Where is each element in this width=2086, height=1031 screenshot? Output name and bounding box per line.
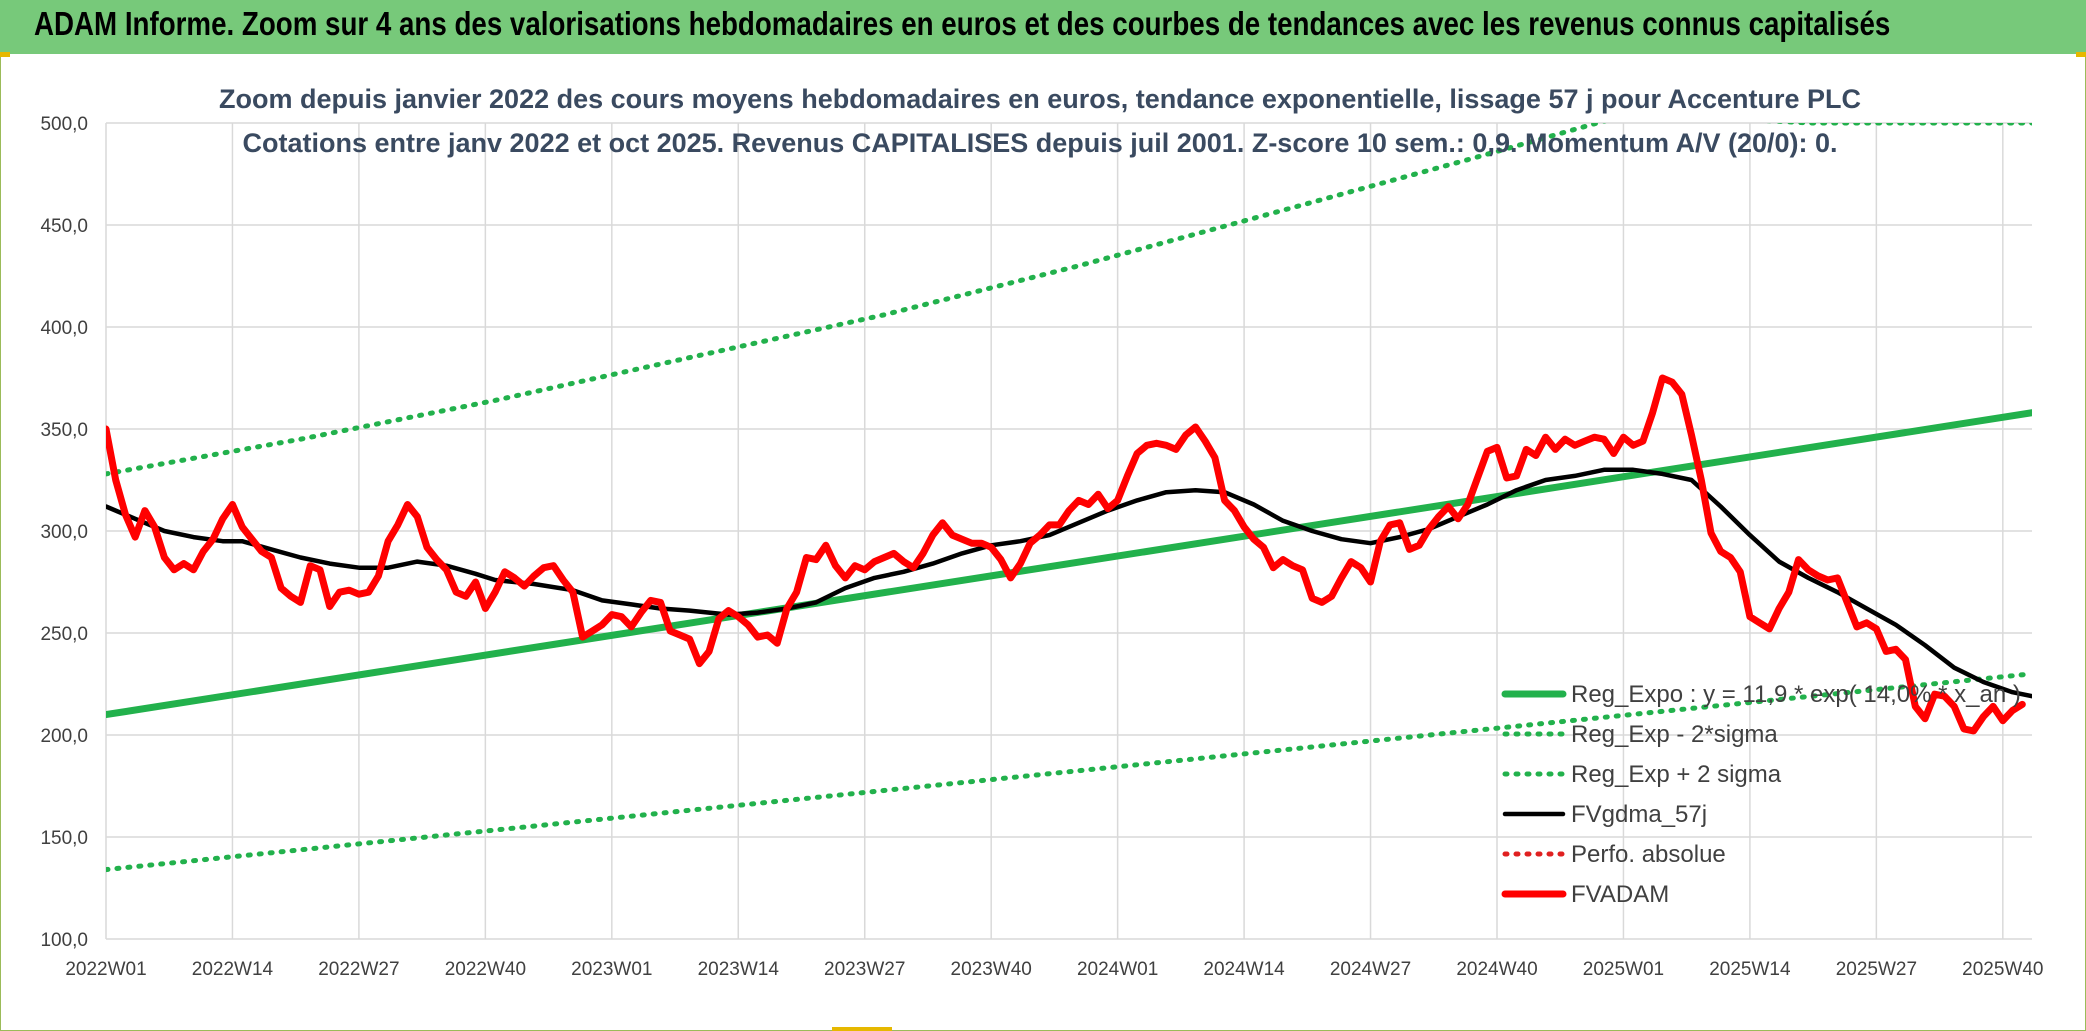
- x-tick-label: 2022W01: [65, 959, 146, 980]
- series-line-2: [106, 123, 2032, 477]
- series-line-0: [106, 409, 2032, 719]
- x-tick-label: 2023W14: [698, 959, 780, 980]
- legend-label-4: Perfo. absolue: [1571, 841, 1726, 868]
- x-tick-label: 2023W40: [951, 959, 1032, 980]
- x-tick-label: 2024W01: [1077, 959, 1158, 980]
- x-tick-label: 2025W01: [1583, 959, 1664, 980]
- x-tick-label: 2022W40: [445, 959, 526, 980]
- y-tick-label: 400,0: [40, 318, 88, 339]
- x-tick-label: 2022W27: [318, 959, 399, 980]
- legend-label-5: FVADAM: [1571, 881, 1669, 908]
- x-tick-label: 2024W40: [1456, 959, 1537, 980]
- legend-label-1: Reg_Exp - 2*sigma: [1571, 721, 1778, 748]
- corner-accent-left: [0, 52, 10, 57]
- y-tick-label: 350,0: [40, 420, 88, 441]
- series-line-5: [106, 374, 2026, 735]
- legend-label-2: Reg_Exp + 2 sigma: [1571, 761, 1782, 788]
- y-tick-label: 300,0: [40, 522, 88, 543]
- x-tick-label: 2024W14: [1203, 959, 1285, 980]
- x-tick-label: 2025W27: [1836, 959, 1917, 980]
- y-tick-label: 150,0: [40, 828, 88, 849]
- x-tick-label: 2025W14: [1709, 959, 1791, 980]
- y-tick-label: 100,0: [40, 930, 88, 951]
- corner-accent-right: [2076, 52, 2086, 57]
- y-tick-label: 200,0: [40, 726, 88, 747]
- x-tick-label: 2024W27: [1330, 959, 1411, 980]
- header-bar: ADAM Informe. Zoom sur 4 ans des valoris…: [0, 0, 2086, 54]
- x-tick-label: 2023W27: [824, 959, 905, 980]
- series-line-3: [106, 467, 2032, 699]
- chart-series: [106, 123, 2032, 873]
- report-title: ADAM Informe. Zoom sur 4 ans des valoris…: [34, 5, 1891, 42]
- series-line-1: [106, 671, 2032, 873]
- chart-subtitle-line2: Cotations entre janv 2022 et oct 2025. R…: [242, 128, 1837, 158]
- chart-subtitle-line1: Zoom depuis janvier 2022 des cours moyen…: [219, 84, 1861, 114]
- y-tick-label: 500,0: [40, 114, 88, 135]
- y-tick-label: 450,0: [40, 216, 88, 237]
- y-tick-label: 250,0: [40, 624, 88, 645]
- bottom-accent: [832, 1027, 892, 1031]
- chart-legend: Reg_Expo : y = 11,9 * exp( 14,0% * x_an …: [1501, 681, 2021, 908]
- legend-label-3: FVgdma_57j: [1571, 801, 1707, 828]
- legend-label-0: Reg_Expo : y = 11,9 * exp( 14,0% * x_an …: [1571, 681, 2021, 708]
- x-tick-label: 2022W14: [192, 959, 274, 980]
- x-tick-label: 2023W01: [571, 959, 652, 980]
- x-tick-label: 2025W40: [1962, 959, 2043, 980]
- chart-axes: 100,0 150,0 200,0 250,0 300,0 350,0 400,0 450,0…: [40, 114, 2043, 980]
